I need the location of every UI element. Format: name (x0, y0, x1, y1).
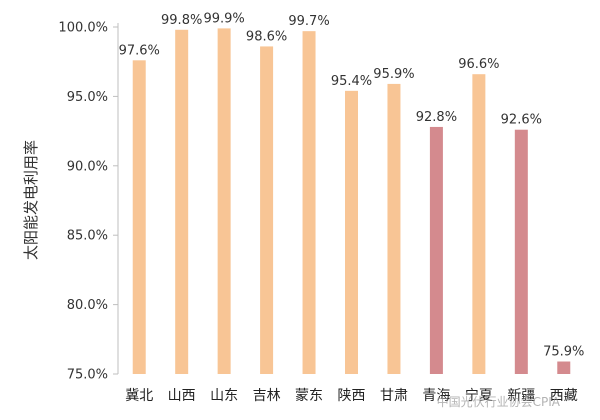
category-label: 甘肃 (380, 388, 408, 404)
data-label: 99.7% (288, 14, 329, 29)
x-axis-categories: 冀北 山西 山东 吉林 蒙东 陕西 甘肃 青海 宁夏 新疆 西藏 (125, 387, 578, 404)
data-label: 92.6% (501, 113, 542, 128)
y-tick-label: 90.0% (67, 159, 108, 174)
data-label: 99.8% (161, 13, 202, 28)
category-label: 山西 (168, 388, 196, 404)
category-label: 蒙东 (295, 388, 323, 404)
y-tick-label: 85.0% (67, 229, 108, 244)
y-axis-label: 太阳能发电利用率 (22, 140, 40, 260)
bar-宁夏 (472, 74, 486, 374)
data-label: 92.8% (416, 110, 457, 125)
data-label: 99.9% (203, 11, 244, 26)
bar-series (132, 28, 571, 375)
category-label: 冀北 (125, 388, 153, 404)
bar-蒙东 (302, 31, 316, 374)
bar-山东 (217, 28, 231, 374)
category-label: 宁夏 (465, 387, 493, 404)
y-tick-label: 100.0% (58, 21, 108, 36)
bar-陕西 (345, 90, 358, 375)
bar-西藏 (557, 361, 571, 374)
category-label: 山东 (210, 388, 238, 404)
data-labels: 97.6%99.8% 99.9%98.6%99.7% 95.4% 95.9% 92.8%… (119, 11, 585, 359)
watermark: 中国光伏行业协会CPIA (437, 394, 561, 409)
bar-甘肃 (387, 83, 401, 375)
data-label: 95.9% (373, 67, 414, 82)
data-label: 96.6% (458, 57, 499, 72)
y-tick-label: 95.0% (67, 90, 108, 105)
category-label: 吉林 (253, 388, 281, 404)
data-label: 95.4% (331, 74, 372, 89)
y-axis: 75.0% 80.0% 85.0% 90.0% 95.0% 100.0% (58, 21, 119, 383)
category-label: 青海 (422, 388, 450, 404)
bar-青海 (429, 126, 443, 374)
category-label: 陕西 (338, 388, 366, 404)
data-label: 98.6% (246, 29, 287, 44)
bar-山西 (175, 29, 189, 374)
bar-新疆 (514, 129, 528, 374)
y-tick-label: 80.0% (67, 298, 108, 313)
data-label: 97.6% (119, 43, 160, 58)
category-label: 西藏 (550, 388, 578, 404)
bar-吉林 (260, 46, 274, 374)
y-tick-label: 75.0% (67, 368, 108, 383)
category-label: 新疆 (507, 388, 535, 404)
bar-冀北 (132, 60, 146, 374)
data-label: 75.9% (543, 345, 584, 360)
